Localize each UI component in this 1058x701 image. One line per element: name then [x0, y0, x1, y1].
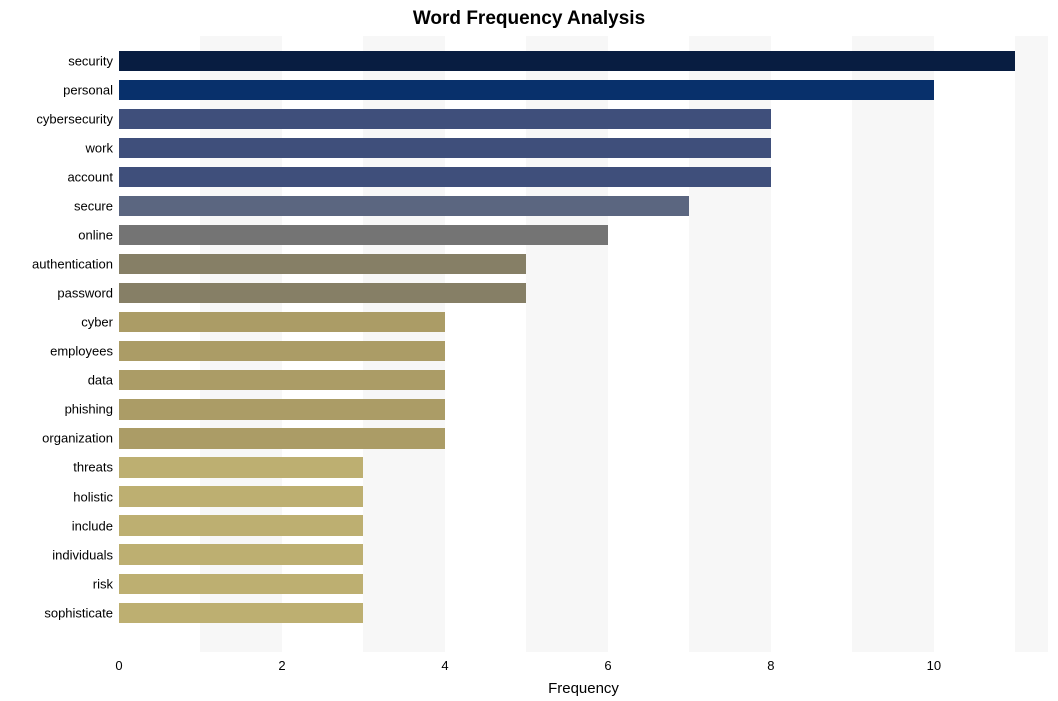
bar — [119, 109, 771, 129]
bar — [119, 399, 445, 419]
y-tick-label: threats — [73, 460, 119, 475]
bar — [119, 167, 771, 187]
bar — [119, 51, 1015, 71]
x-tick-label: 4 — [441, 652, 448, 673]
bar — [119, 341, 445, 361]
bar — [119, 603, 363, 623]
y-tick-label: cyber — [81, 315, 119, 330]
x-tick-label: 2 — [278, 652, 285, 673]
chart-title: Word Frequency Analysis — [0, 8, 1058, 30]
y-tick-label: employees — [50, 344, 119, 359]
bar — [119, 80, 934, 100]
bar — [119, 370, 445, 390]
bar — [119, 486, 363, 506]
y-tick-label: password — [57, 286, 119, 301]
bar — [119, 312, 445, 332]
y-tick-label: data — [88, 373, 119, 388]
y-tick-label: risk — [93, 576, 119, 591]
y-tick-label: account — [67, 169, 119, 184]
y-tick-label: sophisticate — [44, 605, 119, 620]
y-tick-label: authentication — [32, 257, 119, 272]
grid-band — [852, 36, 933, 652]
x-tick-label: 10 — [927, 652, 941, 673]
bar — [119, 225, 608, 245]
grid-band — [1015, 36, 1048, 652]
y-tick-label: phishing — [65, 402, 119, 417]
plot-area: 0246810securitypersonalcybersecuritywork… — [119, 36, 1048, 652]
y-tick-label: cybersecurity — [36, 111, 119, 126]
y-tick-label: work — [86, 140, 119, 155]
y-tick-label: organization — [42, 431, 119, 446]
x-tick-label: 6 — [604, 652, 611, 673]
x-tick-label: 8 — [767, 652, 774, 673]
bar — [119, 196, 689, 216]
y-tick-label: secure — [74, 198, 119, 213]
bar — [119, 138, 771, 158]
bar — [119, 428, 445, 448]
y-tick-label: personal — [63, 82, 119, 97]
bar — [119, 254, 526, 274]
bar — [119, 457, 363, 477]
y-tick-label: online — [78, 228, 119, 243]
chart-container: Word Frequency Analysis 0246810securityp… — [0, 0, 1058, 701]
bar — [119, 544, 363, 564]
x-tick-label: 0 — [115, 652, 122, 673]
bar — [119, 283, 526, 303]
y-tick-label: holistic — [73, 489, 119, 504]
bar — [119, 515, 363, 535]
x-axis-label: Frequency — [548, 680, 619, 697]
y-tick-label: security — [68, 53, 119, 68]
bar — [119, 574, 363, 594]
y-tick-label: include — [72, 518, 119, 533]
y-tick-label: individuals — [52, 547, 119, 562]
